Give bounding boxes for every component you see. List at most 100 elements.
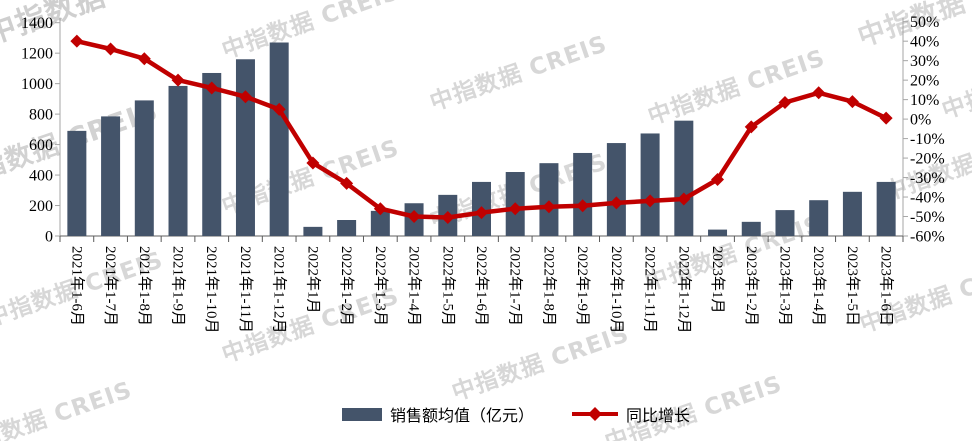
x-axis-label: 2023年1-2月 [743,246,760,326]
x-axis-label: 2023年1-3月 [777,246,794,326]
y-axis-right-label: -40% [910,190,945,207]
line-marker-diamond [70,34,84,48]
bar-sales-avg [539,163,559,236]
legend-bar-swatch [341,407,382,421]
line-marker-diamond [238,90,252,104]
y-axis-right-label: -20% [910,151,945,168]
y-axis-left-label: 0 [45,229,53,246]
bar-sales-avg [842,191,862,236]
legend-line-label: 同比增长 [626,408,691,425]
x-axis-label: 2023年1-4月 [810,246,827,326]
y-axis-right-label: 50% [910,14,939,31]
line-marker-diamond [137,52,151,66]
bar-sales-avg [67,130,87,236]
x-axis-label: 2022年1月 [304,246,321,314]
line-marker-diamond [609,196,623,210]
line-marker-diamond [845,95,859,109]
x-axis-label: 2021年1-11月 [237,246,254,333]
bar-sales-avg [202,72,222,236]
line-marker-diamond [643,194,657,208]
line-marker-diamond [171,73,185,87]
x-axis-label: 2021年1-8月 [136,246,153,326]
x-axis-label: 2023年1月 [709,246,726,314]
chart-legend: 销售额均值（亿元） 同比增长 [30,402,972,426]
bar-sales-avg [606,143,626,236]
legend-item-yoy-growth: 同比增长 [572,402,690,426]
line-marker-diamond [340,176,354,190]
line-marker-diamond [205,81,219,95]
line-marker-diamond [272,102,286,116]
x-axis-label: 2023年1-5日 [844,246,861,326]
y-axis-right-label: -10% [910,131,945,148]
bar-sales-avg [370,210,390,236]
x-axis-label: 2022年1-9月 [574,246,591,326]
line-marker-diamond [744,120,758,134]
bar-sales-avg [269,42,289,237]
line-marker-diamond [508,202,522,216]
y-axis-right-label: 40% [910,34,939,51]
line-marker-diamond [778,96,792,110]
x-axis-label: 2022年1-10月 [608,246,625,334]
bar-sales-avg [674,120,694,236]
bar-sales-avg [708,229,728,236]
x-axis-label: 2021年1-6月 [68,246,85,326]
bar-sales-avg [134,100,154,236]
bar-sales-avg [640,133,660,236]
legend-bar-label: 销售额均值（亿元） [389,408,534,425]
y-axis-left-label: 1400 [21,15,53,32]
x-axis-label: 2022年1-2月 [338,246,355,326]
bar-sales-avg [303,226,323,236]
y-axis-right-label: 10% [910,92,939,109]
line-marker-diamond [576,199,590,213]
line-marker-diamond [475,206,488,220]
bar-sales-avg [809,200,829,236]
bar-sales-avg [573,152,593,236]
x-axis-label: 2021年1-10月 [203,246,220,334]
y-axis-right-label: -60% [910,229,945,246]
x-axis-label: 2022年1-4月 [406,246,423,326]
bar-sales-avg [337,220,357,236]
y-axis-left-label: 800 [29,107,53,124]
line-marker-diamond [542,200,556,214]
y-axis-right-label: -30% [910,170,945,187]
line-marker-diamond [407,210,421,224]
legend-line-marker [588,407,602,421]
y-axis-right-label: 30% [910,53,939,70]
line-marker-diamond [879,111,893,125]
line-marker-diamond [306,156,320,170]
line-marker-diamond [711,173,725,187]
x-axis-label: 2022年1-8月 [540,246,557,326]
legend-item-sales-avg: 销售额均值（亿元） [341,402,534,426]
y-axis-right-label: 20% [910,73,939,90]
x-axis-label: 2023年1-6日 [878,246,895,326]
line-marker-diamond [812,86,826,100]
y-axis-left-label: 600 [29,137,53,154]
legend-line-swatch [572,407,618,421]
bar-sales-avg [775,210,795,236]
y-axis-right-label: -50% [910,209,945,226]
y-axis-left-label: 400 [29,168,53,185]
x-axis-label: 2022年1-11月 [642,246,659,333]
bar-sales-avg [876,181,896,236]
x-axis-label: 2022年1-5月 [439,246,456,326]
bar-sales-avg [101,116,121,236]
x-axis-label: 2021年1-7月 [102,246,119,326]
line-marker-diamond [104,42,118,56]
x-axis-label: 2022年1-6月 [473,246,490,326]
x-axis-label: 2022年1-3月 [372,246,389,326]
line-marker-diamond [441,210,455,224]
x-axis-label: 2022年1-12月 [675,246,692,334]
y-axis-left-label: 200 [29,198,53,215]
y-axis-left-label: 1000 [21,76,53,93]
bar-sales-avg [235,59,255,236]
line-marker-diamond [677,192,691,206]
x-axis-label: 2021年1-9月 [170,246,187,326]
x-axis-label: 2022年1-7月 [507,246,524,326]
line-marker-diamond [373,202,387,216]
y-axis-left-label: 1200 [21,46,53,63]
y-axis-right-label: 0% [910,112,931,129]
bar-sales-avg [741,221,761,236]
bar-sales-avg [168,85,188,236]
